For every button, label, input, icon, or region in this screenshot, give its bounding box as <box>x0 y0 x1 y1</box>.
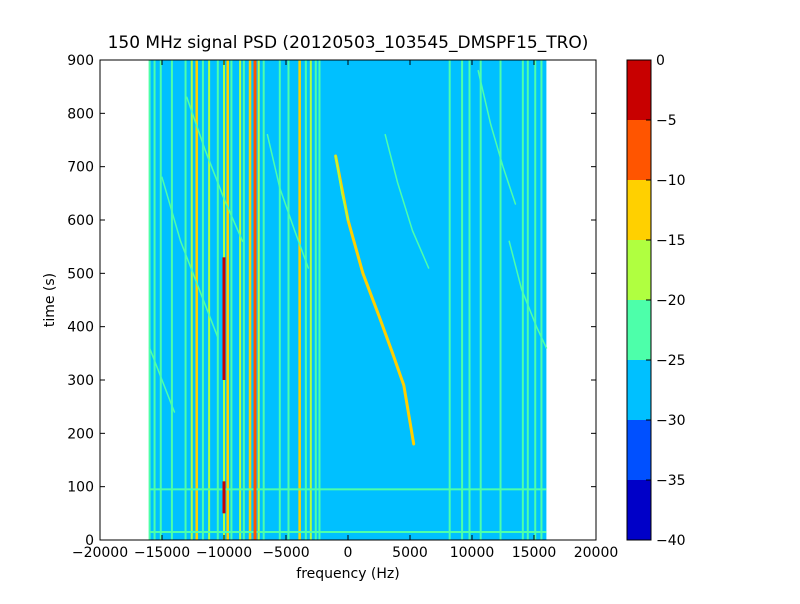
x-tick-label: 20000 <box>574 545 619 561</box>
colorbar-segment <box>627 180 651 240</box>
colorbar-tick-label: −15 <box>656 233 686 249</box>
heatmap-tone <box>479 60 482 540</box>
heatmap-tone <box>248 60 252 540</box>
x-tick-label: 10000 <box>450 545 495 561</box>
colorbar-segment <box>627 480 651 540</box>
y-tick-label: 200 <box>67 426 94 442</box>
y-axis-label: time (s) <box>42 273 58 327</box>
heatmap-tone <box>230 60 233 540</box>
heatmap-tone <box>190 60 193 540</box>
heatmap-tone <box>304 60 307 540</box>
heatmap-tone <box>148 60 151 540</box>
heatmap-tone <box>499 60 502 540</box>
heatmap-peak <box>222 481 226 514</box>
colorbar-tick-label: −5 <box>656 113 677 129</box>
x-tick-label: 5000 <box>392 545 428 561</box>
y-tick-label: 0 <box>85 533 94 549</box>
heatmap-tone <box>468 60 471 540</box>
colorbar-tick-label: −25 <box>656 353 686 369</box>
heatmap-chirp <box>384 133 430 269</box>
x-tick-label: −20000 <box>72 545 128 561</box>
heatmap-tone <box>314 60 317 540</box>
colorbar-segment <box>627 60 651 120</box>
heatmap-tone <box>318 60 321 540</box>
y-tick-label: 600 <box>67 213 94 229</box>
heatmap-tone <box>226 60 229 540</box>
heatmap-peak <box>222 257 226 380</box>
y-tick-label: 100 <box>67 480 94 496</box>
x-tick-label: −5000 <box>262 545 309 561</box>
chart-title: 150 MHz signal PSD (20120503_103545_DMSP… <box>108 33 589 53</box>
heatmap-chirp <box>161 176 219 339</box>
heatmap-tone <box>534 60 537 540</box>
colorbar-segment <box>627 360 651 420</box>
heatmap-chirp <box>266 133 310 269</box>
heatmap-tone <box>448 60 451 540</box>
y-tick-label: 400 <box>67 320 94 336</box>
heatmap-tone <box>239 60 242 540</box>
x-tick-label: −15000 <box>134 545 190 561</box>
heatmap-chirp <box>148 347 176 413</box>
heatmap-tone <box>170 60 173 540</box>
heatmap-chirp <box>334 155 349 221</box>
colorbar-tick-label: −30 <box>656 413 686 429</box>
x-tick-label: −10000 <box>196 545 252 561</box>
y-axis: 0 100 200 300 400 500 600 700 800 900 <box>67 53 596 549</box>
heatmap-chirp <box>508 240 548 349</box>
heatmap-tone <box>298 60 301 540</box>
heatmap-tone <box>216 60 219 540</box>
x-axis-label: frequency (Hz) <box>296 566 399 582</box>
heatmap-chirp <box>186 96 244 243</box>
y-tick-label: 900 <box>67 53 94 69</box>
heatmap-tone <box>195 60 198 540</box>
heatmap-tone <box>540 60 543 540</box>
heatmap-tone <box>208 60 211 540</box>
heatmap-tone <box>262 60 265 540</box>
colorbar-tick-label: −40 <box>656 533 686 549</box>
colorbar-tick-label: 0 <box>656 53 665 69</box>
heatmap-time-line <box>149 531 547 533</box>
heatmap-tone <box>257 60 260 540</box>
heatmap-tone <box>278 60 281 540</box>
heatmap-tone <box>287 60 290 540</box>
heatmap-chirp <box>477 69 517 205</box>
heatmap-tone <box>461 60 464 540</box>
y-tick-label: 500 <box>67 266 94 282</box>
y-tick-label: 700 <box>67 160 94 176</box>
heatmap-tone <box>309 60 312 540</box>
colorbar-segment <box>627 420 651 480</box>
colorbar-segment <box>627 240 651 300</box>
colorbar-tick-label: −10 <box>656 173 686 189</box>
colorbar-segment <box>627 120 651 180</box>
x-tick-label: 15000 <box>512 545 557 561</box>
x-tick-label: 0 <box>344 545 353 561</box>
y-tick-label: 300 <box>67 373 94 389</box>
x-axis: −20000 −15000 −10000 −5000 0 5000 10000 15000 20… <box>72 60 618 561</box>
heatmap-tone <box>526 60 529 540</box>
heatmap-tone <box>242 60 245 540</box>
heatmap-tone <box>184 60 187 540</box>
heatmap-tone <box>153 60 156 540</box>
heatmap-tone <box>159 60 162 540</box>
colorbar: −40 −35 −30 −25 −20 −15 −10 −5 0 <box>626 53 686 549</box>
heatmap-tone <box>521 60 524 540</box>
colorbar-tick-label: −35 <box>656 473 686 489</box>
heatmap-time-line <box>149 488 547 491</box>
colorbar-segment <box>627 300 651 360</box>
heatmap <box>148 60 548 540</box>
heatmap-peak <box>253 60 257 540</box>
y-tick-label: 800 <box>67 106 94 122</box>
colorbar-tick-label: −20 <box>656 293 686 309</box>
